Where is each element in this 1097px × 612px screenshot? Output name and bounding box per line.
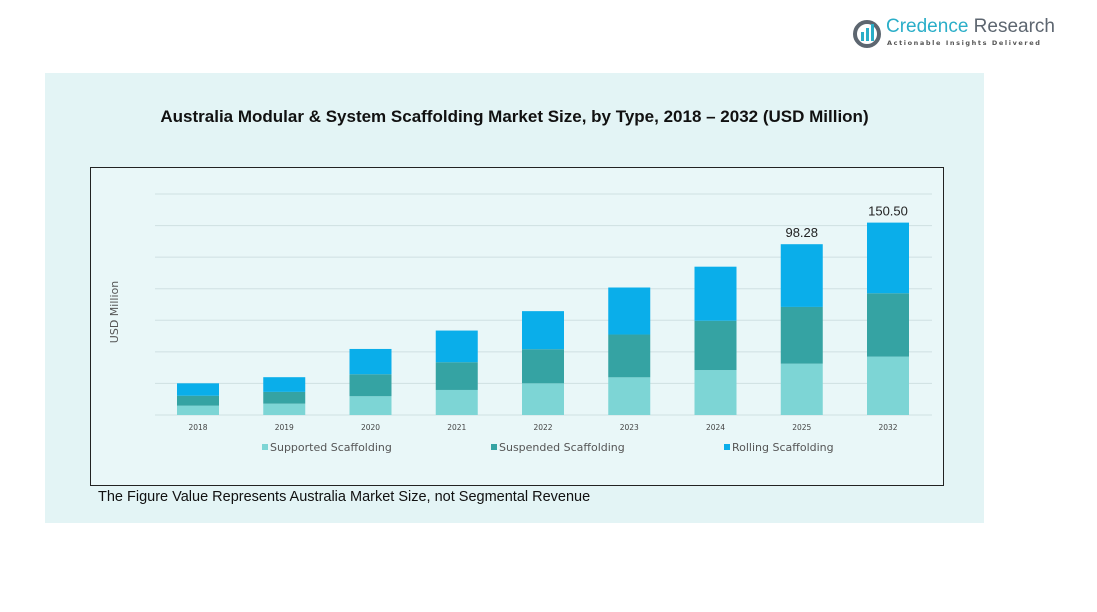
bar-rolling-scaffolding-2022 <box>522 311 564 350</box>
bar-rolling-scaffolding-2025 <box>780 244 823 307</box>
data-label-2025: 98.28 <box>785 225 818 240</box>
bar-rolling-scaffolding-2020 <box>349 348 392 375</box>
bar-suspended-scaffolding-2023 <box>608 334 651 378</box>
bar-suspended-scaffolding-2019 <box>263 391 306 404</box>
bar-suspended-scaffolding-2032 <box>867 293 909 357</box>
legend-swatch <box>724 444 730 450</box>
legend-swatch <box>262 444 268 450</box>
bar-suspended-scaffolding-2024 <box>694 320 737 371</box>
bar-supported-scaffolding-2024 <box>694 370 737 415</box>
bar-supported-scaffolding-2023 <box>608 377 651 415</box>
credence-research-logo: Credence Research Actionable Insights De… <box>852 16 1055 52</box>
x-tick-label: 2019 <box>275 423 294 432</box>
legend-swatch <box>491 444 497 450</box>
bar-supported-scaffolding-2025 <box>780 363 823 415</box>
bar-supported-scaffolding-2022 <box>522 383 564 415</box>
bar-rolling-scaffolding-2032 <box>867 222 909 294</box>
x-tick-label: 2023 <box>620 423 639 432</box>
footnote: The Figure Value Represents Australia Ma… <box>98 489 591 505</box>
x-tick-label: 2032 <box>878 423 897 432</box>
legend-label: Supported Scaffolding <box>270 441 392 454</box>
bar-suspended-scaffolding-2021 <box>435 362 478 390</box>
bar-supported-scaffolding-2021 <box>435 389 478 415</box>
logo-chart-icon <box>853 20 881 48</box>
legend-label: Rolling Scaffolding <box>732 441 834 454</box>
bar-suspended-scaffolding-2025 <box>780 306 823 364</box>
bar-suspended-scaffolding-2020 <box>349 374 392 397</box>
x-tick-label: 2025 <box>792 423 811 432</box>
logo-text: Credence Research <box>886 16 1055 37</box>
y-axis-label: USD Million <box>108 281 121 343</box>
bar-rolling-scaffolding-2018 <box>177 383 219 396</box>
x-tick-label: 2024 <box>706 423 725 432</box>
chart-title: Australia Modular & System Scaffolding M… <box>160 107 869 126</box>
x-tick-label: 2018 <box>188 423 207 432</box>
bar-supported-scaffolding-2032 <box>867 356 909 415</box>
legend-label: Suspended Scaffolding <box>499 441 625 454</box>
x-tick-label: 2022 <box>533 423 552 432</box>
bar-rolling-scaffolding-2024 <box>694 266 737 321</box>
x-tick-label: 2020 <box>361 423 380 432</box>
bar-suspended-scaffolding-2022 <box>522 349 564 384</box>
bar-supported-scaffolding-2020 <box>349 396 392 415</box>
bar-rolling-scaffolding-2021 <box>435 330 478 363</box>
data-label-2032: 150.50 <box>868 204 908 219</box>
x-tick-label: 2021 <box>447 423 466 432</box>
bar-rolling-scaffolding-2019 <box>263 377 306 392</box>
bar-suspended-scaffolding-2018 <box>177 395 219 406</box>
bar-supported-scaffolding-2019 <box>263 403 306 415</box>
logo-tagline: Actionable Insights Delivered <box>887 39 1042 47</box>
bar-supported-scaffolding-2018 <box>177 405 219 415</box>
bar-rolling-scaffolding-2023 <box>608 287 651 335</box>
